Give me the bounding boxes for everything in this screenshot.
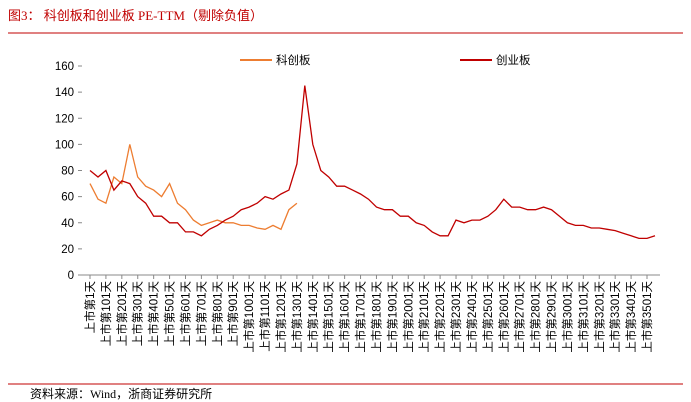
x-tick-label: 上市第1601天 bbox=[338, 281, 352, 353]
x-tick-label: 上市第201天 bbox=[115, 281, 129, 347]
x-tick-label: 上市第3001天 bbox=[560, 281, 574, 353]
x-tick-label: 上市第101天 bbox=[99, 281, 113, 347]
x-tick-label: 上市第1501天 bbox=[322, 281, 336, 353]
y-tick-label: 20 bbox=[61, 244, 74, 256]
x-tick-label: 上市第1901天 bbox=[385, 281, 399, 353]
x-tick-label: 上市第3201天 bbox=[592, 281, 606, 353]
x-tick-label: 上市第401天 bbox=[147, 281, 161, 347]
y-tick-label: 0 bbox=[68, 270, 74, 282]
y-tick-label: 100 bbox=[55, 139, 74, 151]
x-tick-label: 上市第1101天 bbox=[258, 281, 272, 352]
x-tick-label: 上市第1701天 bbox=[354, 281, 368, 353]
x-tick-label: 上市第1201天 bbox=[274, 281, 288, 353]
y-tick-label: 40 bbox=[61, 218, 74, 230]
y-tick-label: 160 bbox=[55, 61, 74, 73]
x-tick-label: 上市第1801天 bbox=[369, 281, 383, 353]
x-tick-label: 上市第2201天 bbox=[433, 281, 447, 353]
x-tick-label: 上市第901天 bbox=[226, 281, 240, 347]
x-tick-label: 上市第3101天 bbox=[576, 281, 590, 353]
x-tick-label: 上市第2101天 bbox=[417, 281, 431, 353]
x-tick-label: 上市第601天 bbox=[178, 281, 192, 347]
x-tick-label: 上市第3401天 bbox=[624, 281, 638, 353]
x-tick-label: 上市第1天 bbox=[83, 281, 97, 334]
series-line bbox=[89, 144, 298, 231]
y-tick-label: 60 bbox=[61, 192, 74, 204]
x-tick-label: 上市第1301天 bbox=[290, 281, 304, 353]
x-tick-label: 上市第501天 bbox=[163, 281, 177, 347]
legend-label: 创业板 bbox=[496, 53, 531, 67]
legend-label: 科创板 bbox=[276, 53, 311, 67]
x-tick-label: 上市第1401天 bbox=[306, 281, 320, 353]
x-tick-label: 上市第2001天 bbox=[401, 281, 415, 353]
x-tick-label: 上市第2901天 bbox=[545, 281, 559, 353]
x-tick-label: 上市第2701天 bbox=[513, 281, 527, 353]
x-tick-label: 上市第2601天 bbox=[497, 281, 511, 353]
x-tick-label: 上市第3501天 bbox=[640, 281, 654, 353]
x-tick-label: 上市第2301天 bbox=[449, 281, 463, 353]
x-tick-label: 上市第2401天 bbox=[465, 281, 479, 353]
x-tick-label: 上市第3301天 bbox=[608, 281, 622, 353]
chart-title: 图3： 科创板和创业板 PE-TTM（剔除负值） bbox=[8, 8, 263, 23]
y-tick-label: 80 bbox=[61, 166, 74, 178]
x-tick-label: 上市第2501天 bbox=[481, 281, 495, 353]
x-tick-label: 上市第801天 bbox=[210, 281, 224, 347]
source: 资料来源：Wind，浙商证券研究所 bbox=[30, 386, 212, 401]
x-tick-label: 上市第1001天 bbox=[242, 281, 256, 353]
x-tick-label: 上市第301天 bbox=[131, 281, 145, 347]
y-tick-label: 140 bbox=[55, 87, 74, 99]
x-tick-label: 上市第2801天 bbox=[529, 281, 543, 353]
x-tick-label: 上市第701天 bbox=[194, 281, 208, 347]
y-tick-label: 120 bbox=[55, 113, 74, 125]
series-line bbox=[89, 85, 656, 240]
